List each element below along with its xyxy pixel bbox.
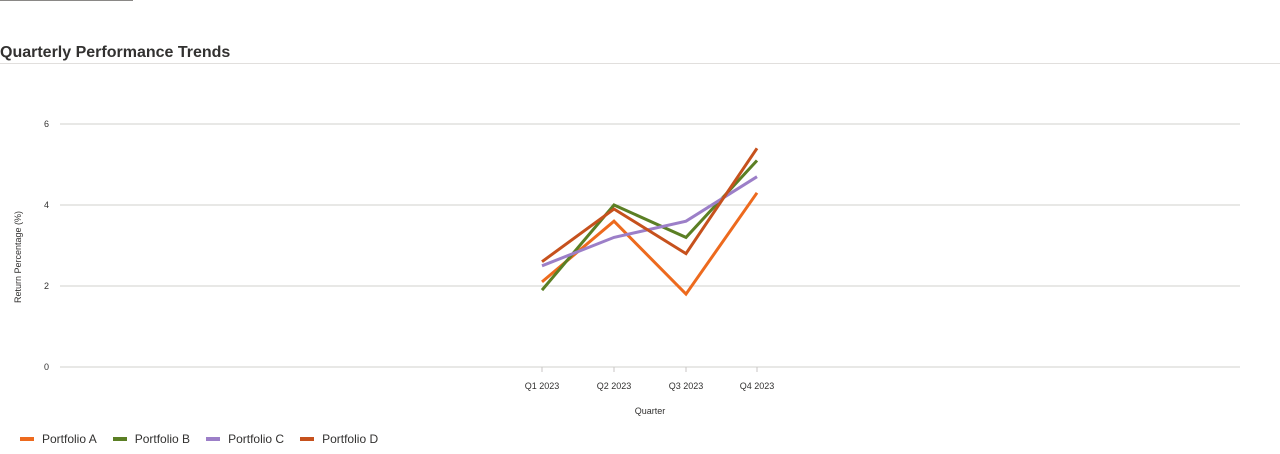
series-line-portfolio-b[interactable] (540, 159, 759, 292)
legend-swatch (206, 437, 221, 441)
chart-legend: Portfolio A Portfolio B Portfolio C Portfol… (20, 431, 394, 447)
page-title: Quarterly Performance Trends (0, 44, 231, 61)
y-axis-title: Return Percentage (%) (13, 211, 23, 303)
axis-layer: 0 2 4 6 Q1 2023 Q2 2023 Q3 2023 Q4 2023 (44, 119, 774, 391)
y-tick-label: 4 (44, 200, 49, 210)
legend-label: Portfolio C (228, 432, 285, 446)
y-tick-label: 2 (44, 281, 49, 291)
series-layer (540, 147, 759, 297)
legend-item-portfolio-d[interactable]: Portfolio D (300, 432, 378, 446)
x-tick-label: Q4 2023 (740, 381, 775, 391)
legend-item-portfolio-a[interactable]: Portfolio A (20, 432, 97, 446)
line-chart: 0 2 4 6 Q1 2023 Q2 2023 Q3 2023 Q4 2023 Return … (13, 119, 1240, 416)
legend-swatch (300, 437, 315, 441)
legend-item-portfolio-c[interactable]: Portfolio C (206, 432, 284, 446)
x-axis-title: Quarter (635, 406, 666, 416)
x-tick-label: Q2 2023 (597, 381, 632, 391)
y-tick-label: 0 (44, 362, 49, 372)
x-tick-label: Q1 2023 (525, 381, 560, 391)
grid-layer (60, 123, 1240, 368)
legend-label: Portfolio A (42, 432, 97, 446)
legend-label: Portfolio B (134, 432, 191, 446)
x-tick-label: Q3 2023 (669, 381, 704, 391)
series-line-portfolio-a[interactable] (541, 191, 759, 297)
legend-swatch (20, 437, 34, 441)
legend-swatch (112, 437, 127, 441)
top-divider (0, 0, 133, 1)
y-tick-label: 6 (44, 119, 49, 129)
chart-header: Quarterly Performance Trends (0, 42, 1280, 64)
legend-item-portfolio-b[interactable]: Portfolio B (112, 432, 191, 446)
legend-label: Portfolio D (322, 432, 379, 446)
series-line-portfolio-d[interactable] (541, 147, 759, 263)
